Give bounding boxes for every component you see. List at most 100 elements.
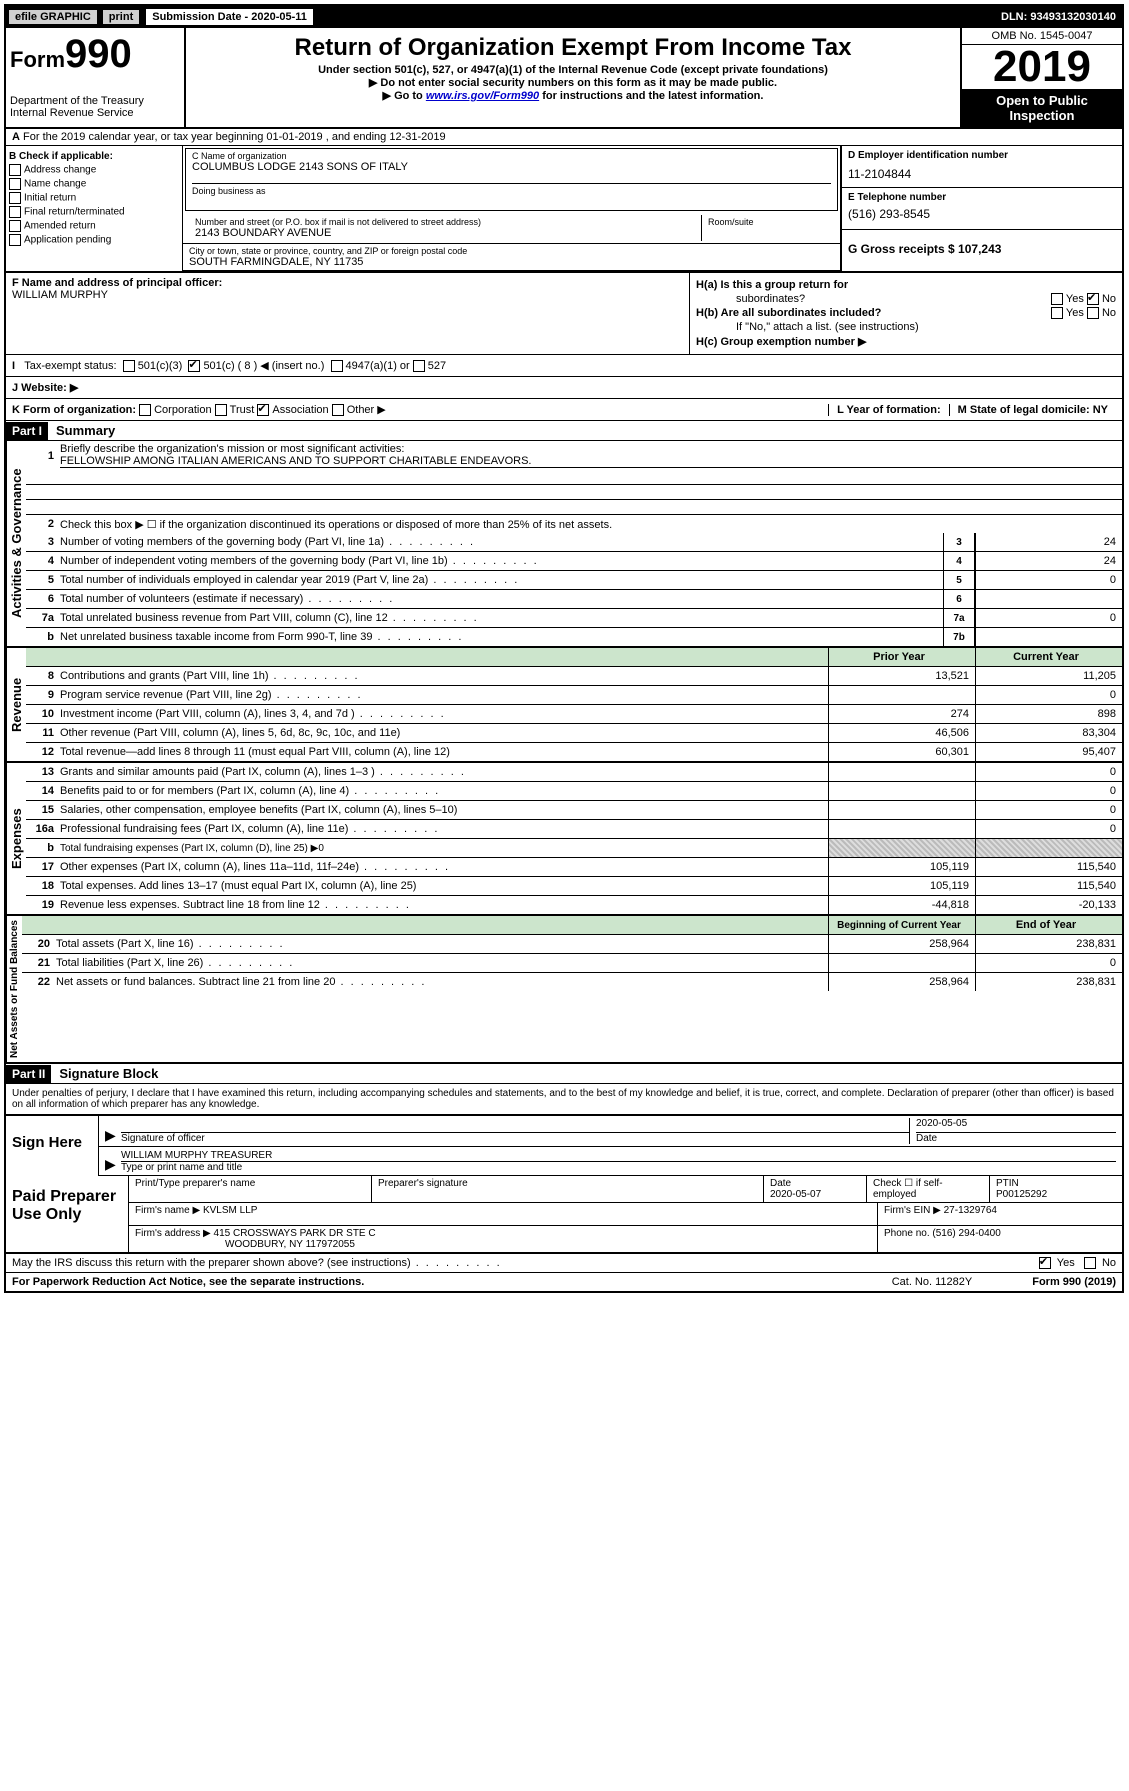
l13-text: Grants and similar amounts paid (Part IX… [60,764,828,780]
irs-label: Internal Revenue Service [10,107,180,119]
form-label: Form [10,47,65,72]
check-other[interactable] [332,404,344,416]
city-label: City or town, state or province, country… [189,246,834,256]
l10-prior: 274 [828,705,975,723]
d-label: D Employer identification number [848,150,1116,161]
l6-text: Total number of volunteers (estimate if … [60,591,943,607]
header-sub3b: for instructions and the latest informat… [539,90,763,102]
firm-addr-label: Firm's address ▶ [135,1228,211,1239]
l16b-shaded2 [975,839,1122,857]
hb-yes[interactable] [1051,307,1063,319]
l17-prior: 105,119 [828,858,975,876]
l9-curr: 0 [975,686,1122,704]
check-trust[interactable] [215,404,227,416]
l7b-val [975,628,1122,646]
check-name-change[interactable] [9,178,21,190]
discuss-no[interactable] [1084,1257,1096,1269]
ptin-label: PTIN [996,1178,1116,1189]
paid-preparer-label: Paid Preparer Use Only [6,1176,129,1252]
l4-val: 24 [975,552,1122,570]
l14-prior [828,782,975,800]
l19-prior: -44,818 [828,896,975,914]
m-label: M State of legal domicile: NY [958,404,1108,416]
l13-curr: 0 [975,763,1122,781]
l18-prior: 105,119 [828,877,975,895]
gross-receipts: G Gross receipts $ 107,243 [848,242,1001,256]
printed-label: Type or print name and title [121,1162,1116,1173]
l15-prior [828,801,975,819]
prep-name-label: Print/Type preparer's name [129,1176,372,1202]
check-4947[interactable] [331,360,343,372]
b-label: B Check if applicable: [9,151,113,162]
c-label: C Name of organization [192,151,831,161]
tax-year: 2019 [962,45,1122,89]
firm-ein: 27-1329764 [944,1205,997,1216]
col-current: Current Year [975,648,1122,666]
l16a-curr: 0 [975,820,1122,838]
l20-prior: 258,964 [828,935,975,953]
check-initial-return[interactable] [9,192,21,204]
l11-text: Other revenue (Part VIII, column (A), li… [60,725,828,741]
dba-label: Doing business as [192,183,831,196]
tax-exempt-label: Tax-exempt status: [24,360,116,372]
l16b-shaded1 [828,839,975,857]
open-public-1: Open to Public [966,93,1118,108]
l8-curr: 11,205 [975,667,1122,685]
l12-text: Total revenue—add lines 8 through 11 (mu… [60,744,828,760]
revenue-label: Revenue [6,648,26,761]
submission-date: Submission Date - 2020-05-11 [146,9,313,25]
printed-name: WILLIAM MURPHY TREASURER [121,1150,1116,1162]
print-button[interactable]: print [102,9,140,25]
l21-prior [828,954,975,972]
check-501c[interactable] [188,360,200,372]
l4-text: Number of independent voting members of … [60,553,943,569]
discuss-yes[interactable] [1039,1257,1051,1269]
k-label: K Form of organization: [12,404,136,416]
form-title: Return of Organization Exempt From Incom… [190,34,956,62]
l18-curr: 115,540 [975,877,1122,895]
l20-curr: 238,831 [975,935,1122,953]
firm-addr1: 415 CROSSWAYS PARK DR STE C [214,1228,376,1239]
part2-header: Part II [6,1065,51,1083]
ptin-value: P00125292 [996,1189,1116,1200]
tax-period: For the 2019 calendar year, or tax year … [23,131,446,143]
phone-label: Phone no. [884,1228,930,1239]
check-final-return[interactable] [9,206,21,218]
l19-text: Revenue less expenses. Subtract line 18 … [60,897,828,913]
arrow-icon: ▶ [105,1156,121,1173]
check-assoc[interactable] [257,404,269,416]
l13-prior [828,763,975,781]
f-label: F Name and address of principal officer: [12,277,222,289]
l21-text: Total liabilities (Part X, line 26) [56,955,828,971]
arrow-icon: ▶ [105,1127,121,1144]
check-527[interactable] [413,360,425,372]
part1-header: Part I [6,422,48,440]
check-address-change[interactable] [9,164,21,176]
efile-button[interactable]: efile GRAPHIC [8,9,98,25]
irs-link[interactable]: www.irs.gov/Form990 [426,90,539,102]
l9-text: Program service revenue (Part VIII, line… [60,687,828,703]
l8-prior: 13,521 [828,667,975,685]
l12-curr: 95,407 [975,743,1122,761]
header-right-block: OMB No. 1545-0047 2019 Open to Public In… [960,28,1122,127]
l11-prior: 46,506 [828,724,975,742]
ha-yes[interactable] [1051,293,1063,305]
check-amended[interactable] [9,220,21,232]
check-pending[interactable] [9,234,21,246]
sig-date: 2020-05-05 [916,1118,1116,1133]
l18-text: Total expenses. Add lines 13–17 (must eq… [60,878,828,894]
city-state-zip: SOUTH FARMINGDALE, NY 11735 [189,256,834,268]
col-prior: Prior Year [828,648,975,666]
l11-curr: 83,304 [975,724,1122,742]
l7a-val: 0 [975,609,1122,627]
ha-no[interactable] [1087,293,1099,305]
l16a-prior [828,820,975,838]
check-501c3[interactable] [123,360,135,372]
l9-prior [828,686,975,704]
firm-name-label: Firm's name ▶ [135,1205,200,1216]
l22-text: Net assets or fund balances. Subtract li… [56,974,828,990]
l15-curr: 0 [975,801,1122,819]
hb-no[interactable] [1087,307,1099,319]
check-corp[interactable] [139,404,151,416]
section-b-checkboxes: B Check if applicable: Address change Na… [6,146,183,271]
